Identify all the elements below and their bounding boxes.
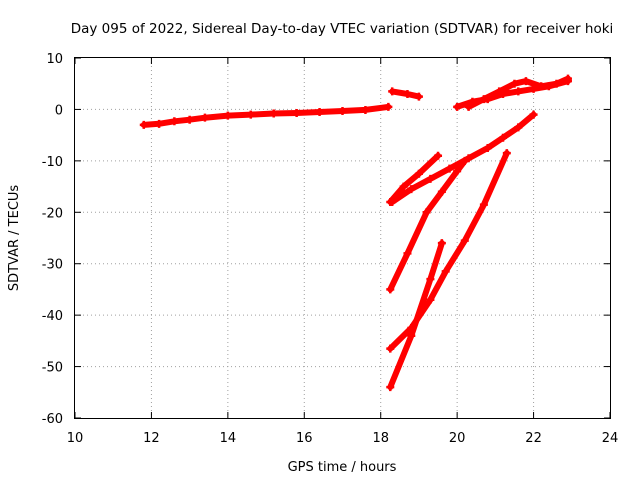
data-point — [529, 110, 538, 119]
data-point — [426, 174, 435, 183]
data-traces — [139, 74, 572, 392]
data-point — [514, 123, 523, 132]
data-point — [386, 344, 395, 353]
data-point — [510, 79, 519, 88]
data-point — [399, 182, 408, 191]
data-point — [422, 208, 431, 217]
x-axis-title: GPS time / hours — [288, 460, 397, 475]
data-point — [292, 109, 301, 118]
data-point — [200, 113, 209, 122]
data-point — [563, 74, 572, 83]
data-point — [407, 185, 416, 194]
data-point — [388, 87, 397, 96]
data-point — [384, 102, 393, 111]
data-point — [155, 119, 164, 128]
data-point — [445, 164, 454, 173]
x-tick-label: 22 — [525, 431, 542, 446]
data-point — [185, 115, 194, 124]
y-tick-label: -60 — [42, 412, 63, 427]
data-point — [414, 92, 423, 101]
data-point — [537, 82, 546, 91]
data-point — [386, 285, 395, 294]
data-point — [479, 95, 488, 104]
x-tick-label: 18 — [372, 431, 389, 446]
data-point — [338, 106, 347, 115]
x-tick-label: 10 — [67, 431, 84, 446]
x-tick-label: 24 — [602, 431, 619, 446]
data-point — [460, 156, 469, 165]
data-point — [223, 111, 232, 120]
data-point — [514, 87, 523, 96]
data-point — [464, 102, 473, 111]
data-point — [437, 187, 446, 196]
data-point — [403, 90, 412, 98]
data-point — [139, 120, 148, 129]
y-tick-label: -20 — [42, 206, 63, 221]
data-point — [521, 77, 530, 86]
x-tick-label: 20 — [449, 431, 466, 446]
data-point — [426, 295, 435, 304]
data-point — [483, 144, 492, 152]
data-point — [388, 198, 397, 206]
data-point — [460, 236, 469, 245]
chart-title: Day 095 of 2022, Sidereal Day-to-day VTE… — [71, 21, 614, 37]
y-tick-label: 10 — [46, 52, 63, 67]
data-point — [426, 275, 435, 284]
data-point — [453, 167, 462, 176]
data-point — [552, 79, 561, 88]
x-tick-labels: 10 12 14 16 18 20 22 24 — [67, 431, 619, 446]
y-axis-title: SDTVAR / TECUs — [7, 185, 22, 292]
data-point — [246, 110, 255, 119]
data-point — [386, 383, 395, 392]
x-tick-label: 14 — [220, 431, 237, 446]
data-point — [403, 249, 412, 258]
data-point — [315, 108, 324, 116]
data-point — [170, 117, 179, 126]
y-tick-label: 0 — [55, 103, 63, 118]
y-tick-label: -30 — [42, 258, 63, 273]
series-arc-9 — [387, 240, 445, 391]
data-point — [441, 267, 450, 276]
y-tick-label: -10 — [42, 155, 63, 170]
data-point — [453, 102, 462, 111]
data-point — [434, 151, 443, 160]
x-tick-label: 12 — [143, 431, 160, 446]
data-point — [495, 87, 504, 96]
y-tick-label: -40 — [42, 309, 63, 324]
y-tick-labels: 10 0 -10 -20 -30 -40 -50 -60 — [42, 52, 63, 427]
data-point — [479, 200, 488, 209]
data-point — [414, 169, 423, 178]
data-point — [437, 239, 446, 248]
data-point — [499, 133, 507, 142]
data-point — [502, 149, 511, 158]
data-point — [361, 105, 370, 114]
series-arc-5 — [387, 152, 441, 205]
data-point — [269, 109, 278, 118]
tick-marks — [74, 57, 611, 419]
plot-frame — [74, 57, 611, 419]
y-tick-label: -50 — [42, 361, 63, 376]
data-point — [407, 331, 416, 340]
x-tick-label: 16 — [296, 431, 313, 446]
series-arc-1 — [140, 103, 392, 128]
